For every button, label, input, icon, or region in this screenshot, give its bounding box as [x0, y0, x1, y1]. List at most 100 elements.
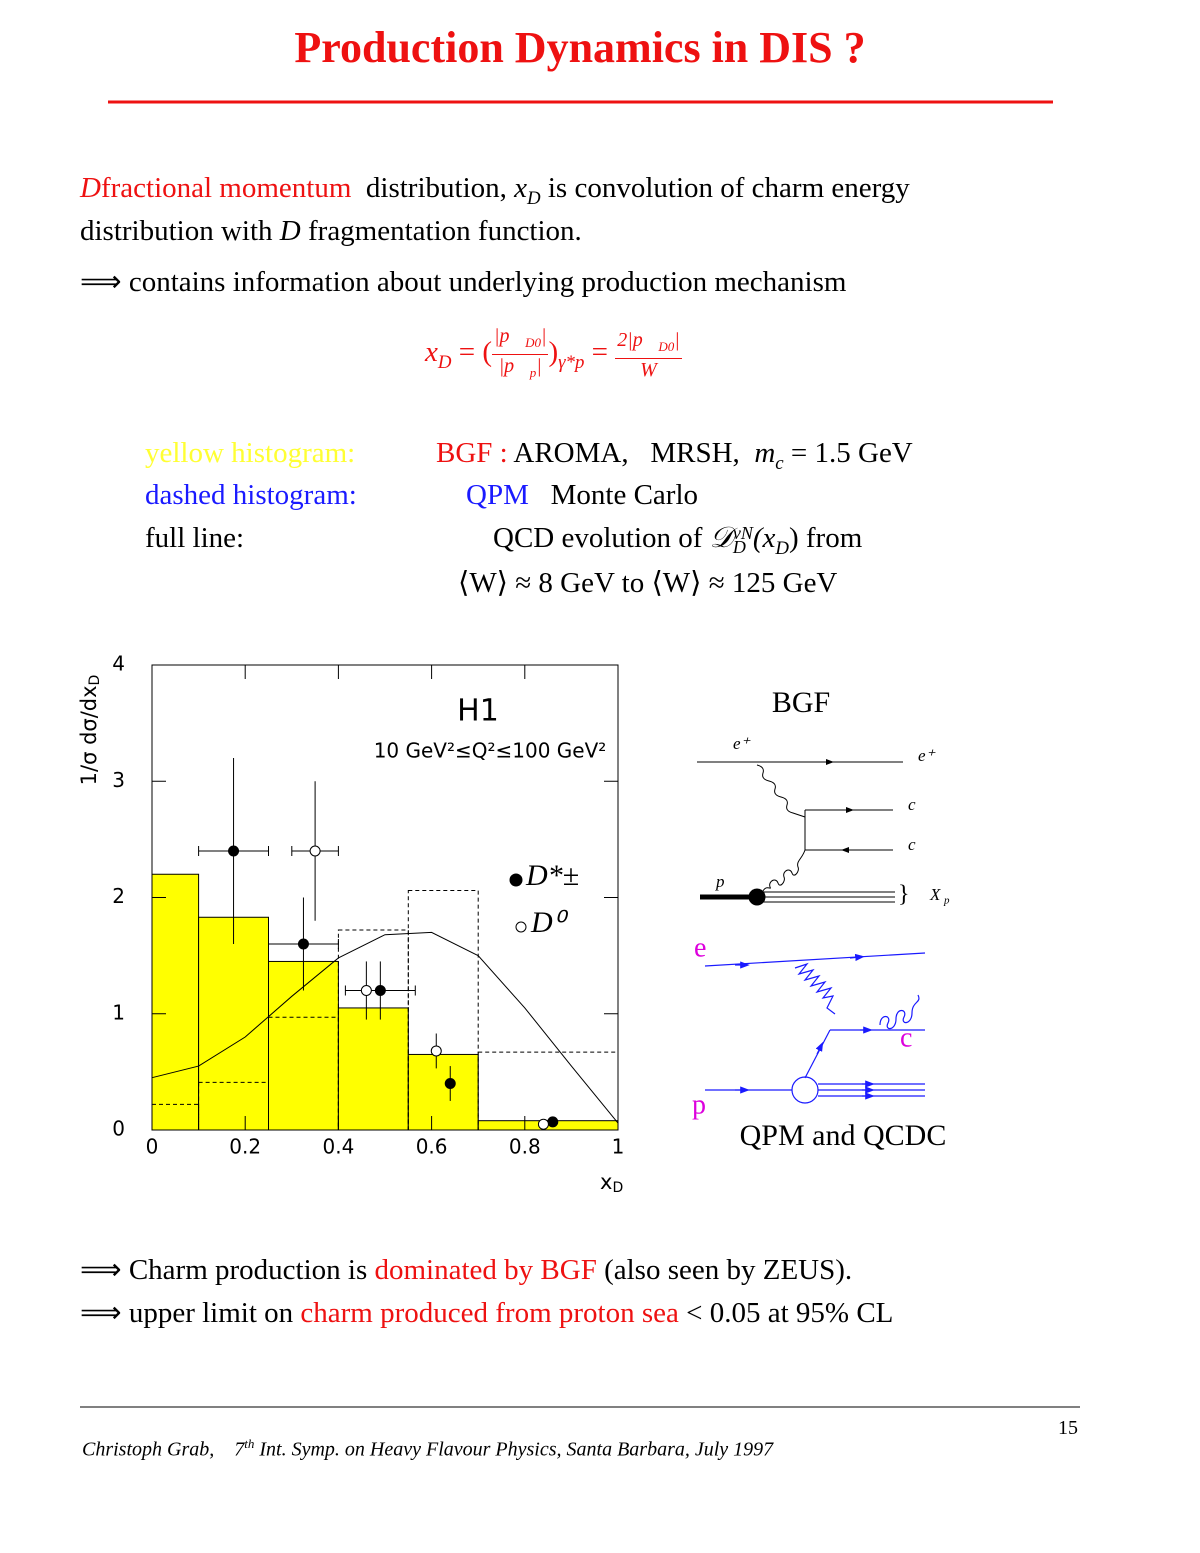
text: D — [527, 187, 541, 209]
arrow: ⟹ — [80, 266, 122, 298]
text: D — [437, 351, 452, 373]
label: X — [929, 885, 941, 904]
text: e⁺ e⁺ c c p } X p — [715, 734, 950, 908]
text: dominated by BGF — [374, 1254, 597, 1286]
footer: Christoph Grab, 7th Int. Symp. on Heavy … — [82, 1436, 773, 1462]
data-point — [360, 985, 372, 996]
legend-text: ⟨W⟩ ≈ 8 GeV to ⟨W⟩ ≈ 125 GeV — [458, 567, 838, 599]
text: = ( — [458, 336, 492, 369]
text: distribution, — [365, 172, 507, 204]
legend-label: full line: — [145, 522, 245, 554]
x-tick-label: 0.2 — [229, 1135, 261, 1159]
intro-line: distribution with D fragmentation functi… — [80, 215, 582, 248]
label: p — [943, 895, 950, 907]
label: e⁺ — [733, 734, 752, 753]
legend-label: yellow histogram: — [145, 437, 356, 469]
fraction: 2|p⃗D0| W — [615, 329, 682, 381]
diagram-title: BGF — [772, 686, 830, 719]
text: Charm production is — [128, 1254, 368, 1286]
text: D — [279, 215, 301, 247]
photon — [756, 764, 806, 818]
text: 𝒟 — [709, 522, 733, 554]
text: D — [87, 675, 103, 686]
label: e — [694, 932, 706, 963]
x-tick-label: 0 — [146, 1135, 159, 1159]
histogram-bar — [151, 1103, 200, 1131]
text: fractional momentum — [100, 172, 352, 204]
text: QCD evolution of — [493, 522, 703, 554]
text: m — [754, 437, 776, 469]
text: th — [244, 1436, 255, 1451]
text: D — [732, 537, 746, 558]
x-tick-label: 0.6 — [416, 1135, 448, 1159]
text: |p⃗ — [498, 355, 530, 377]
electron-line — [704, 952, 926, 967]
text: 1/σ dσ/dx — [77, 685, 101, 785]
text: AROMA, — [513, 437, 629, 469]
arrow — [815, 1041, 824, 1055]
y-tick-label: 1 — [112, 1000, 125, 1024]
conclusion: ⟹ Charm production is dominated by BGF (… — [80, 1252, 852, 1287]
x-tick-label: 0.4 — [322, 1135, 354, 1159]
text: ) — [548, 336, 559, 369]
arrow: ⟹ — [80, 1297, 122, 1329]
x-tick-label: 1 — [612, 1135, 625, 1159]
text: fragmentation function. — [308, 215, 582, 247]
text: < 0.05 at 95% CL — [686, 1297, 894, 1329]
photon — [794, 962, 836, 1015]
data-point — [444, 1078, 456, 1089]
data-point — [309, 845, 321, 857]
arrow: ⟹ — [80, 1254, 122, 1286]
label: p — [692, 1089, 706, 1120]
text: charm produced from proton sea — [300, 1297, 679, 1329]
label: p — [715, 872, 725, 891]
script-stack: νN D — [732, 524, 753, 558]
text: p — [529, 365, 537, 380]
legend-label: dashed histogram: — [145, 479, 357, 511]
author: Christoph Grab, — [82, 1438, 215, 1461]
text: (also seen by ZEUS). — [604, 1254, 853, 1286]
text: BGF : — [436, 437, 508, 469]
text: distribution with — [80, 215, 273, 247]
text: ) from — [788, 522, 863, 554]
histogram-bar — [337, 1007, 409, 1131]
data-point — [374, 985, 386, 996]
proton-blob — [791, 1076, 819, 1104]
denominator: W — [640, 358, 657, 381]
text: MRSH, — [650, 437, 740, 469]
annotation: H1 — [457, 694, 499, 729]
label: c — [900, 1022, 912, 1053]
intro-line: ⟹ contains information about underlying … — [80, 264, 846, 299]
histogram-bar — [151, 873, 200, 1131]
histogram-bar — [198, 916, 270, 1131]
annotation: 10 GeV²≤Q²≤100 GeV² — [374, 739, 607, 763]
text: c — [775, 452, 784, 474]
text: x — [600, 1170, 612, 1194]
diagram-title: QPM and QCDC — [740, 1119, 947, 1152]
bgf-diagram: BGF e⁺ e⁺ c c p } X p — [697, 686, 950, 908]
text: | — [540, 325, 547, 347]
text: D0 — [525, 335, 541, 350]
legend-label: D*± — [525, 859, 579, 892]
page-number: 15 — [1058, 1417, 1078, 1439]
text: = 1.5 GeV — [790, 437, 913, 469]
data-point — [430, 1045, 442, 1057]
brace: } — [898, 882, 910, 908]
data-point — [537, 1118, 549, 1130]
arrow — [849, 953, 865, 962]
text: = — [591, 336, 609, 369]
y-axis-label: 1/σ dσ/dxD — [77, 675, 103, 786]
legend-marker — [515, 921, 527, 933]
text: is convolution of charm energy — [547, 172, 910, 204]
text: contains information about underlying pr… — [128, 266, 847, 298]
text: e c p — [692, 932, 912, 1120]
text: Monte Carlo — [550, 479, 699, 511]
evolution-curve — [151, 931, 619, 1124]
label: c — [908, 795, 916, 814]
text: | — [536, 355, 542, 377]
legend-text: QPM Monte Carlo — [466, 479, 698, 512]
y-tick-label: 4 — [112, 652, 125, 676]
